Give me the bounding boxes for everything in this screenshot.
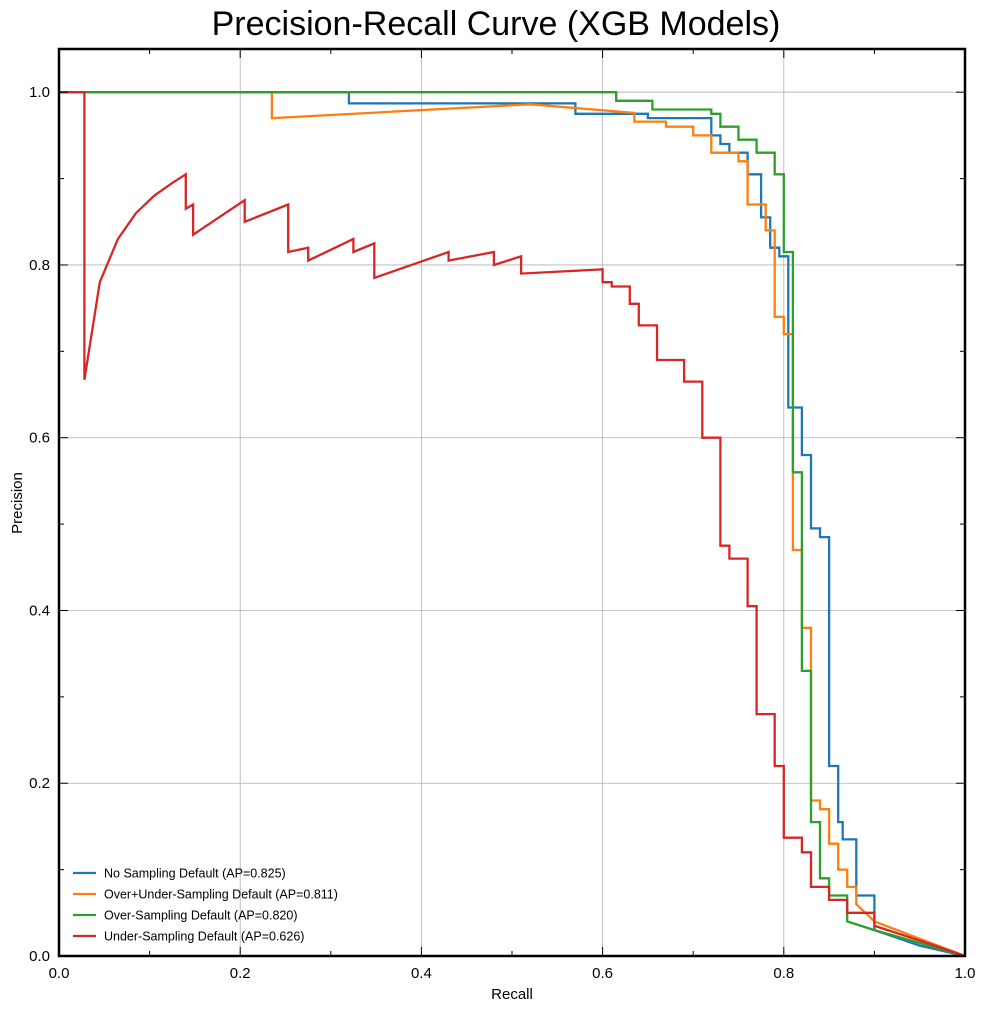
legend-label: Over-Sampling Default (AP=0.820)	[104, 909, 298, 923]
legend-label: Over+Under-Sampling Default (AP=0.811)	[104, 888, 338, 902]
y-tick-label: 0.0	[29, 948, 50, 965]
y-tick-label: 0.6	[29, 430, 50, 447]
x-tick-label: 0.8	[773, 965, 794, 982]
series-line-1	[59, 91, 966, 958]
legend: No Sampling Default (AP=0.825) Over+Under…	[73, 867, 338, 944]
y-tick-label: 0.2	[29, 775, 50, 792]
y-tick-label: 1.0	[29, 84, 50, 101]
x-axis-label: Recall	[491, 986, 533, 1003]
legend-label: No Sampling Default (AP=0.825)	[104, 867, 286, 881]
y-axis-label: Precision	[9, 472, 26, 534]
axis-ticks: 0.0 0.2 0.4 0.6 0.8 1.0 0.0 0.2 0.4 0.6 0.8 1.0	[29, 49, 975, 982]
series-line-0	[59, 91, 966, 958]
x-tick-label: 0.6	[592, 965, 613, 982]
x-tick-label: 1.0	[955, 965, 976, 982]
x-tick-label: 0.0	[49, 965, 70, 982]
chart-title: Precision-Recall Curve (XGB Models)	[212, 5, 781, 43]
x-tick-label: 0.4	[411, 965, 432, 982]
series-layer	[59, 91, 966, 958]
series-line-3	[59, 91, 966, 958]
legend-label: Under-Sampling Default (AP=0.626)	[104, 930, 304, 944]
x-tick-label: 0.2	[230, 965, 251, 982]
y-tick-label: 0.8	[29, 257, 50, 274]
y-tick-label: 0.4	[29, 602, 50, 619]
